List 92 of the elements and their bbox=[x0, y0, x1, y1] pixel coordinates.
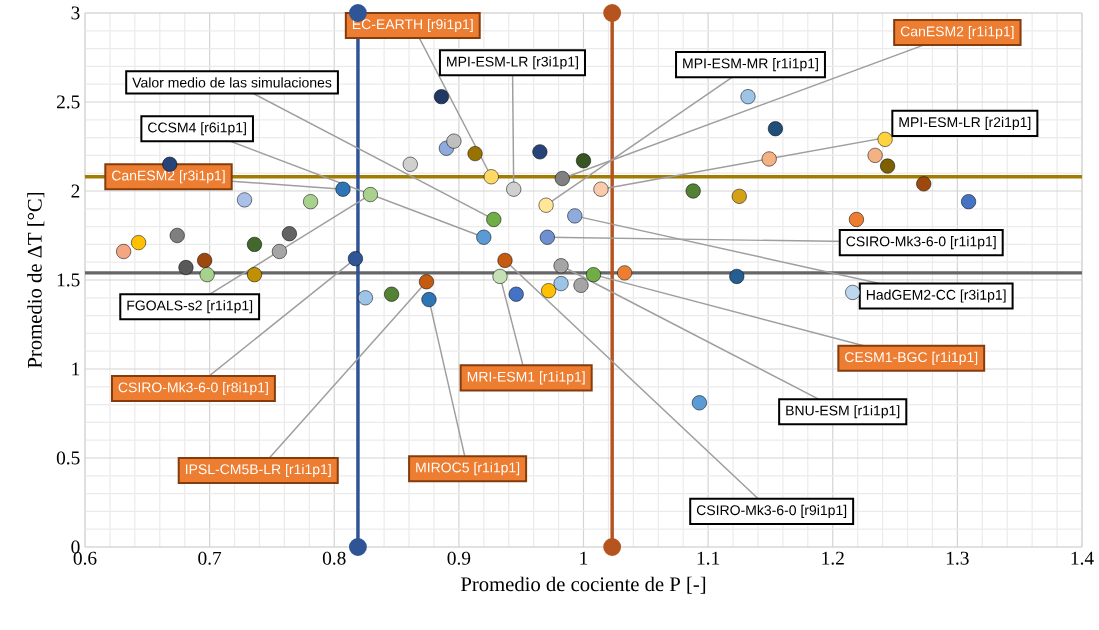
y-tick-label: 0.5 bbox=[56, 451, 80, 465]
point bbox=[237, 192, 252, 208]
point bbox=[538, 197, 554, 213]
point bbox=[554, 171, 570, 186]
y-axis-title: Promedio de ΔT [°C] bbox=[27, 192, 45, 368]
point bbox=[586, 267, 601, 283]
point bbox=[197, 252, 213, 268]
y-tick-label: 2 bbox=[71, 184, 80, 198]
annotation: MPI-ESM-LR [r3i1p1] bbox=[447, 56, 578, 70]
point bbox=[691, 395, 707, 411]
point bbox=[880, 158, 896, 174]
point bbox=[553, 276, 569, 292]
annotation: CanESM2 [r1i1p1] bbox=[900, 26, 1014, 40]
point bbox=[446, 133, 462, 149]
point bbox=[576, 153, 591, 169]
point bbox=[357, 290, 373, 306]
annotation: Valor medio de las simulaciones bbox=[132, 77, 332, 88]
point bbox=[421, 292, 437, 308]
point bbox=[573, 277, 589, 293]
point bbox=[685, 183, 701, 199]
point bbox=[199, 267, 215, 283]
annotation: CSIRO-Mk3-6-0 [r9i1p1] bbox=[696, 504, 847, 518]
point bbox=[402, 156, 418, 172]
point bbox=[767, 121, 783, 137]
y-tick-label: 3 bbox=[71, 6, 80, 20]
point bbox=[603, 4, 622, 22]
point bbox=[877, 131, 893, 147]
point bbox=[603, 538, 622, 556]
point bbox=[492, 268, 508, 284]
annotation: CESM1-BGC [r1i1p1] bbox=[845, 351, 978, 365]
annotation: FGOALS-s2 [r1i1p1] bbox=[127, 300, 253, 314]
x-tick-label: 1.4 bbox=[1071, 551, 1094, 565]
x-tick-label: 1.3 bbox=[946, 551, 969, 565]
point bbox=[476, 229, 492, 245]
y-tick-label: 1 bbox=[72, 362, 80, 376]
point bbox=[506, 181, 522, 197]
point bbox=[178, 260, 194, 275]
point bbox=[731, 188, 747, 204]
point bbox=[508, 286, 524, 302]
point bbox=[497, 252, 513, 268]
annotation: IPSL-CM5B-LR [r1i1p1] bbox=[186, 463, 331, 477]
annotation: CanESM2 [r3i1p1] bbox=[112, 170, 225, 184]
x-tick-label: 1.1 bbox=[697, 551, 720, 565]
point bbox=[593, 181, 609, 197]
annotation: CSIRO-Mk3-6-0 [r1i1p1] bbox=[846, 236, 996, 250]
point bbox=[271, 244, 287, 259]
point bbox=[916, 176, 932, 192]
point bbox=[617, 265, 633, 281]
point bbox=[348, 538, 367, 556]
annotation: CCSM4 [r6i1p1] bbox=[148, 122, 246, 136]
point bbox=[541, 283, 557, 299]
point bbox=[169, 228, 185, 243]
x-tick-label: 1.2 bbox=[822, 551, 844, 565]
point bbox=[729, 268, 745, 284]
point bbox=[867, 147, 883, 163]
x-tick-label: 1 bbox=[580, 551, 588, 565]
point bbox=[848, 212, 864, 227]
annotation: BNU-ESM [r1i1p1] bbox=[786, 405, 900, 419]
point bbox=[532, 144, 548, 160]
point bbox=[419, 274, 434, 290]
y-tick-label: 1.5 bbox=[57, 273, 80, 287]
x-tick-label: 0.8 bbox=[322, 551, 346, 565]
point bbox=[116, 244, 132, 259]
y-tick-label: 2.5 bbox=[56, 95, 80, 109]
point bbox=[384, 286, 400, 302]
point bbox=[335, 181, 351, 197]
point bbox=[131, 235, 147, 251]
point bbox=[247, 267, 262, 283]
point bbox=[553, 258, 569, 274]
point bbox=[486, 212, 502, 227]
x-tick-label: 0.9 bbox=[447, 551, 471, 565]
annotation: MRI-ESM1 [r1i1p1] bbox=[467, 371, 585, 385]
point bbox=[467, 146, 483, 162]
point bbox=[303, 194, 319, 210]
point bbox=[281, 226, 297, 242]
point bbox=[539, 229, 555, 245]
point bbox=[845, 284, 861, 300]
point bbox=[247, 236, 262, 252]
point bbox=[433, 89, 449, 105]
annotation: MIROC5 [r1i1p1] bbox=[416, 462, 520, 476]
x-tick-label: 0.7 bbox=[198, 551, 222, 565]
point bbox=[740, 89, 756, 105]
point bbox=[362, 187, 378, 203]
annotation: MPI-ESM-MR [r1i1p1] bbox=[683, 58, 818, 72]
x-axis-title: Promedio de cociente de P [-] bbox=[460, 576, 706, 594]
annotation: CSIRO-Mk3-6-0 [r8i1p1] bbox=[118, 382, 268, 396]
annotation: MPI-ESM-LR [r2i1p1] bbox=[899, 116, 1031, 130]
annotation: HadGEM2-CC [r3i1p1] bbox=[866, 289, 1006, 303]
point bbox=[961, 194, 977, 210]
point bbox=[483, 169, 499, 185]
point bbox=[567, 208, 583, 224]
point bbox=[761, 151, 777, 167]
